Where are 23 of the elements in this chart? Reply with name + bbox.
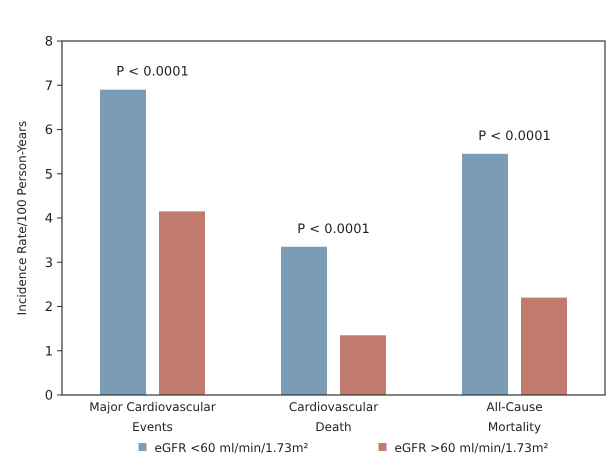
annotation: P < 0.0001	[116, 64, 189, 80]
y-tick-label: 6	[44, 123, 53, 138]
bar	[462, 154, 508, 395]
y-tick-label: 7	[44, 78, 53, 94]
y-tick-label: 3	[44, 256, 53, 271]
bar	[100, 90, 146, 395]
legend-label: eGFR <60 ml/min/1.73m²	[154, 441, 309, 456]
y-tick-label: 1	[44, 344, 53, 360]
x-tick-label: All-Cause Mortality	[486, 400, 543, 434]
bar	[159, 211, 205, 395]
annotation: P < 0.0001	[297, 222, 370, 237]
bar	[281, 246, 327, 395]
y-tick-label: 2	[44, 300, 53, 316]
y-axis-title: Incidence Rate/100 Person-Years	[15, 120, 29, 316]
legend-label: eGFR >60 ml/min/1.73m²	[394, 441, 549, 456]
bar	[521, 298, 567, 395]
y-tick-label: 8	[44, 34, 53, 50]
y-tick-label: 4	[44, 212, 53, 227]
x-tick-label: Cardiovascular Death	[288, 400, 378, 434]
y-tick-label: 5	[44, 167, 53, 182]
y-tick-label: 0	[44, 388, 53, 404]
bar	[340, 335, 386, 395]
annotation: P < 0.0001	[478, 128, 551, 144]
